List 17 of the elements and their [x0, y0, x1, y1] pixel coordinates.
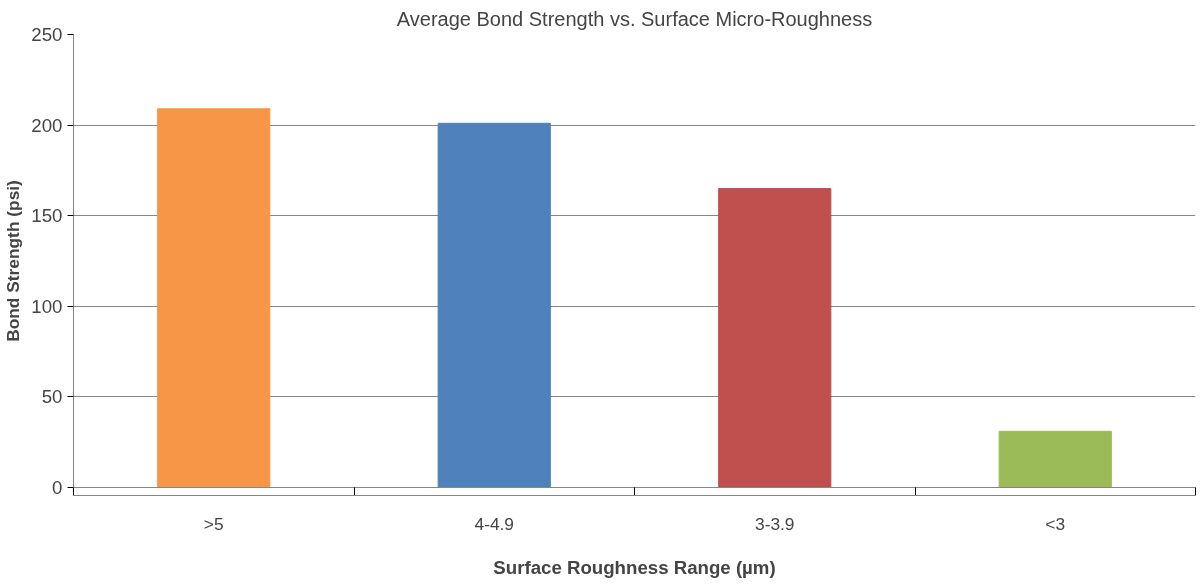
y-tick-label: 150: [31, 205, 63, 227]
y-axis-title: Bond Strength (psi): [3, 180, 24, 342]
y-tick-label: 100: [31, 295, 63, 317]
x-tick-label: >5: [203, 513, 224, 534]
y-tick-label: 250: [31, 24, 63, 45]
x-tick-label: 4-4.9: [474, 513, 514, 534]
bar: [718, 188, 832, 488]
bar: [437, 122, 551, 488]
y-tick-label: 50: [41, 386, 63, 408]
x-tick-label: 3-3.9: [755, 513, 795, 534]
bar: [998, 430, 1112, 488]
bar: [157, 108, 271, 488]
chart-title: Average Bond Strength vs. Surface Micro-Roughness: [396, 7, 873, 30]
x-axis-title: Surface Roughness Range (µm): [493, 556, 776, 578]
x-tick-label: <3: [1045, 513, 1066, 534]
y-tick-label: 200: [31, 114, 63, 136]
y-tick-label: 0: [52, 477, 63, 498]
